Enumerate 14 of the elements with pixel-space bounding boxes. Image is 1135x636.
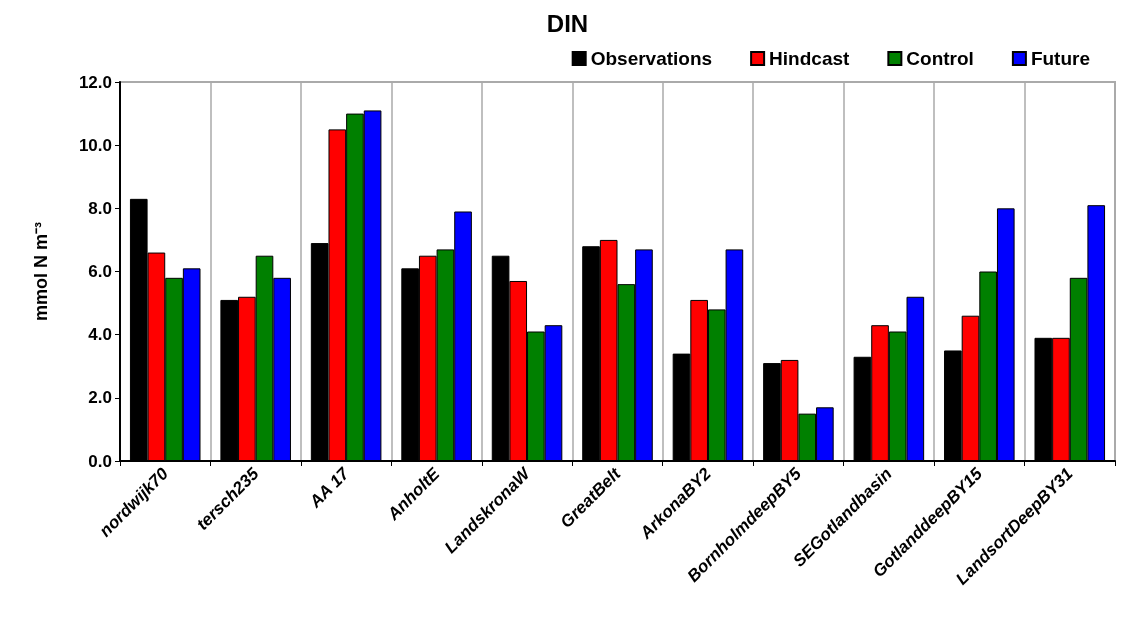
chart-title: DIN xyxy=(546,9,589,37)
y-tick-label: 2.0 xyxy=(88,388,112,408)
y-tick-label: 12.0 xyxy=(78,72,112,92)
y-tick-label: 10.0 xyxy=(78,135,112,155)
x-tick-label: AA 17 xyxy=(305,463,354,513)
legend-label: Observations xyxy=(590,48,713,69)
legend-label: Hindcast xyxy=(769,48,851,69)
legend-label: Future xyxy=(1030,48,1090,69)
y-tick-label: 6.0 xyxy=(88,262,112,281)
legend-label: Control xyxy=(906,48,974,69)
y-tick-label: 0.0 xyxy=(88,451,112,471)
y-axis-title: mmol N m⁻³ xyxy=(31,221,51,322)
y-tick-label: 8.0 xyxy=(88,198,112,218)
y-tick-label: 4.0 xyxy=(88,325,112,345)
